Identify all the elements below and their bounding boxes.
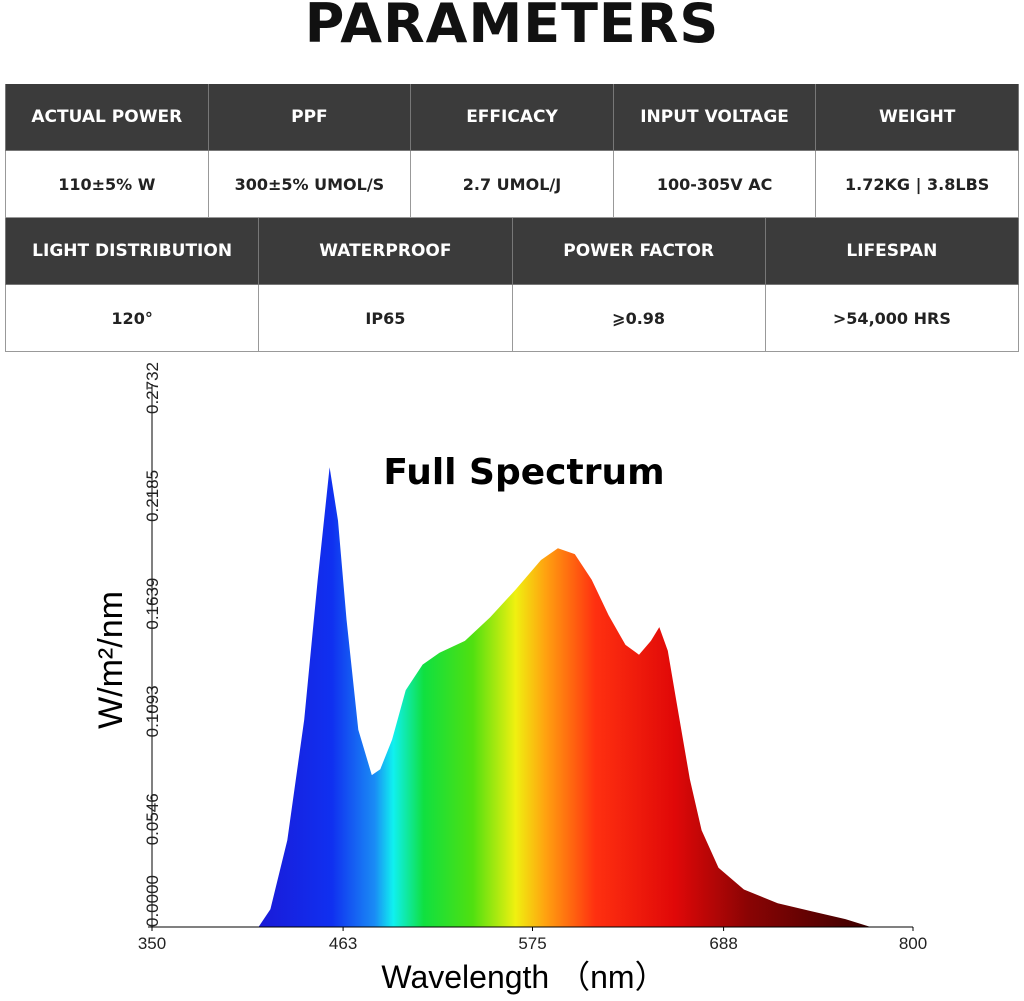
x-axis-label: Wavelength （nm）: [381, 959, 666, 995]
value-cell: 100-305V AC: [613, 151, 817, 218]
value-cell: IP65: [259, 285, 513, 352]
value-cell: ⩾0.98: [512, 285, 766, 352]
x-tick-label: 688: [709, 934, 737, 953]
value-cell: 1.72KG | 3.8LBS: [816, 151, 1019, 218]
y-tick-label: 0.2185: [143, 470, 162, 522]
spec-table: ACTUAL POWER PPF EFFICACY INPUT VOLTAGE WEIG…: [5, 84, 1019, 352]
value-cell: 110±5% W: [5, 151, 209, 218]
table-row: 120° IP65 ⩾0.98 >54,000 HRS: [5, 285, 1019, 352]
table-row: 110±5% W 300±5% UMOL/S 2.7 UMOL/J 100-305V …: [5, 151, 1019, 218]
header-cell: INPUT VOLTAGE: [613, 84, 817, 151]
header-cell: WATERPROOF: [259, 218, 513, 285]
chart-title: Full Spectrum: [383, 452, 664, 493]
value-cell: 120°: [5, 285, 260, 352]
y-tick-label: 0.1639: [143, 578, 162, 630]
table-row: ACTUAL POWER PPF EFFICACY INPUT VOLTAGE WEIG…: [5, 84, 1019, 151]
spectrum-area: [258, 467, 871, 927]
y-tick-label: 0.2732: [143, 362, 162, 414]
y-tick-label: 0.0000: [143, 875, 162, 927]
value-cell: >54,000 HRS: [765, 285, 1019, 352]
x-tick-label: 350: [138, 934, 166, 953]
header-cell: ACTUAL POWER: [5, 84, 209, 151]
y-axis-label: W/m²/nm: [92, 591, 130, 729]
page-title: PARAMETERS: [304, 0, 720, 55]
header-cell: WEIGHT: [816, 84, 1019, 151]
header-cell: LIGHT DISTRIBUTION: [5, 218, 260, 285]
y-tick-label: 0.1093: [143, 685, 162, 737]
header-cell: POWER FACTOR: [512, 218, 766, 285]
value-cell: 2.7 UMOL/J: [411, 151, 614, 218]
header-cell: EFFICACY: [411, 84, 614, 151]
header-cell: PPF: [208, 84, 412, 151]
y-tick-label: 0.0546: [143, 793, 162, 845]
x-tick-label: 575: [518, 934, 546, 953]
x-tick-label: 463: [329, 934, 357, 953]
table-row: LIGHT DISTRIBUTION WATERPROOF POWER FACTOR…: [5, 218, 1019, 285]
x-tick-label: 800: [899, 934, 927, 953]
header-cell: LIFESPAN: [765, 218, 1019, 285]
value-cell: 300±5% UMOL/S: [208, 151, 412, 218]
